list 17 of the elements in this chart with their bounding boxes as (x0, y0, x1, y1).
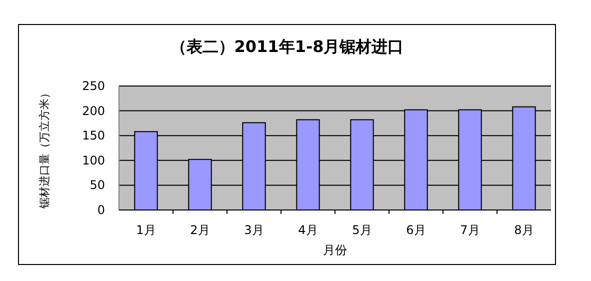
chart-title: （表二）2011年1-8月锯材进口 (170, 37, 404, 56)
y-axis-title: 锯材进口量（万立方米） (38, 88, 51, 210)
x-tick-label: 6月 (406, 223, 426, 237)
y-tick-label: 150 (82, 128, 105, 143)
y-tick-label: 0 (97, 203, 105, 217)
x-tick-label: 7月 (460, 223, 480, 237)
x-tick-label: 4月 (298, 223, 318, 237)
x-tick-label: 2月 (190, 223, 210, 237)
y-tick-label: 250 (82, 79, 105, 93)
x-axis-title: 月份 (323, 243, 347, 257)
x-tick-label: 5月 (352, 223, 372, 237)
x-tick-label: 3月 (244, 223, 264, 237)
y-tick-label: 50 (90, 178, 105, 192)
x-tick-label: 1月 (136, 223, 156, 237)
y-tick-label: 100 (82, 153, 105, 168)
y-tick-label: 200 (82, 104, 105, 118)
x-tick-label: 8月 (514, 223, 534, 237)
